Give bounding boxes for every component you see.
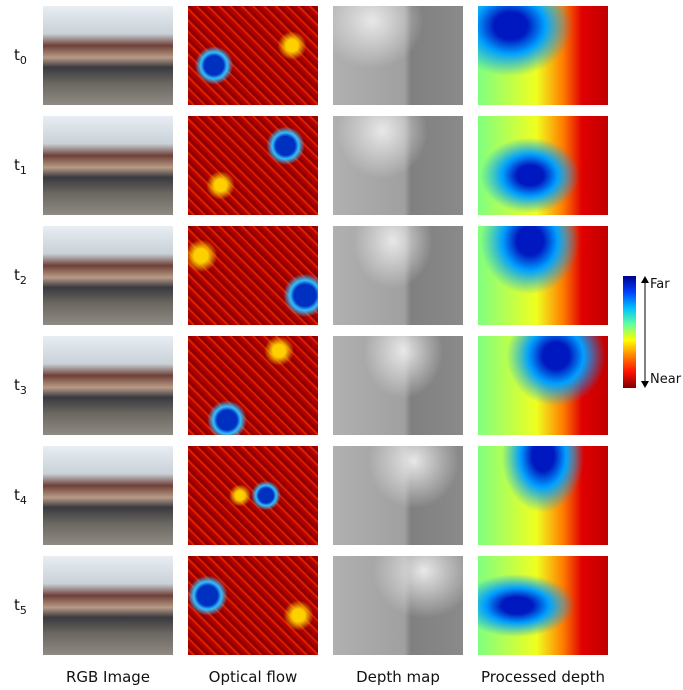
image-panel xyxy=(43,6,173,105)
image-panel xyxy=(333,446,463,545)
image-panel xyxy=(188,336,318,435)
column-label: RGB Image xyxy=(28,668,188,686)
image-panel xyxy=(43,446,173,545)
image-panel xyxy=(478,336,608,435)
image-panel xyxy=(333,116,463,215)
row-label: t3 xyxy=(14,376,27,397)
image-panel xyxy=(478,6,608,105)
image-panel xyxy=(188,446,318,545)
image-panel xyxy=(188,116,318,215)
image-panel xyxy=(478,446,608,545)
row-label-subscript: 1 xyxy=(20,164,27,177)
colorbar-near: Near xyxy=(650,372,681,387)
image-panel xyxy=(188,6,318,105)
image-panel xyxy=(43,226,173,325)
row-label: t4 xyxy=(14,486,27,507)
row-label: t0 xyxy=(14,46,27,67)
image-panel xyxy=(43,116,173,215)
image-panel xyxy=(478,556,608,655)
image-panel xyxy=(333,226,463,325)
image-panel xyxy=(478,226,608,325)
image-panel xyxy=(478,116,608,215)
image-panel xyxy=(333,336,463,435)
row-label-subscript: 4 xyxy=(20,494,27,507)
image-panel xyxy=(333,6,463,105)
row-label-subscript: 5 xyxy=(20,604,27,617)
figure: Far Near t0 t1 t2 t3 t4 t5 RGB ImageOptical fl… xyxy=(0,0,683,690)
colorbar-far: Far xyxy=(650,277,670,292)
image-panel xyxy=(188,226,318,325)
column-label: Optical flow xyxy=(173,668,333,686)
image-panel xyxy=(333,556,463,655)
image-panel xyxy=(188,556,318,655)
row-label: t2 xyxy=(14,266,27,287)
row-label-subscript: 2 xyxy=(20,274,27,287)
row-label: t1 xyxy=(14,156,27,177)
column-label: Depth map xyxy=(318,668,478,686)
image-panel xyxy=(43,556,173,655)
row-label: t5 xyxy=(14,596,27,617)
colorbar xyxy=(623,276,636,388)
row-label-subscript: 3 xyxy=(20,384,27,397)
column-label: Processed depth xyxy=(463,668,623,686)
image-panel xyxy=(43,336,173,435)
row-label-subscript: 0 xyxy=(20,54,27,67)
